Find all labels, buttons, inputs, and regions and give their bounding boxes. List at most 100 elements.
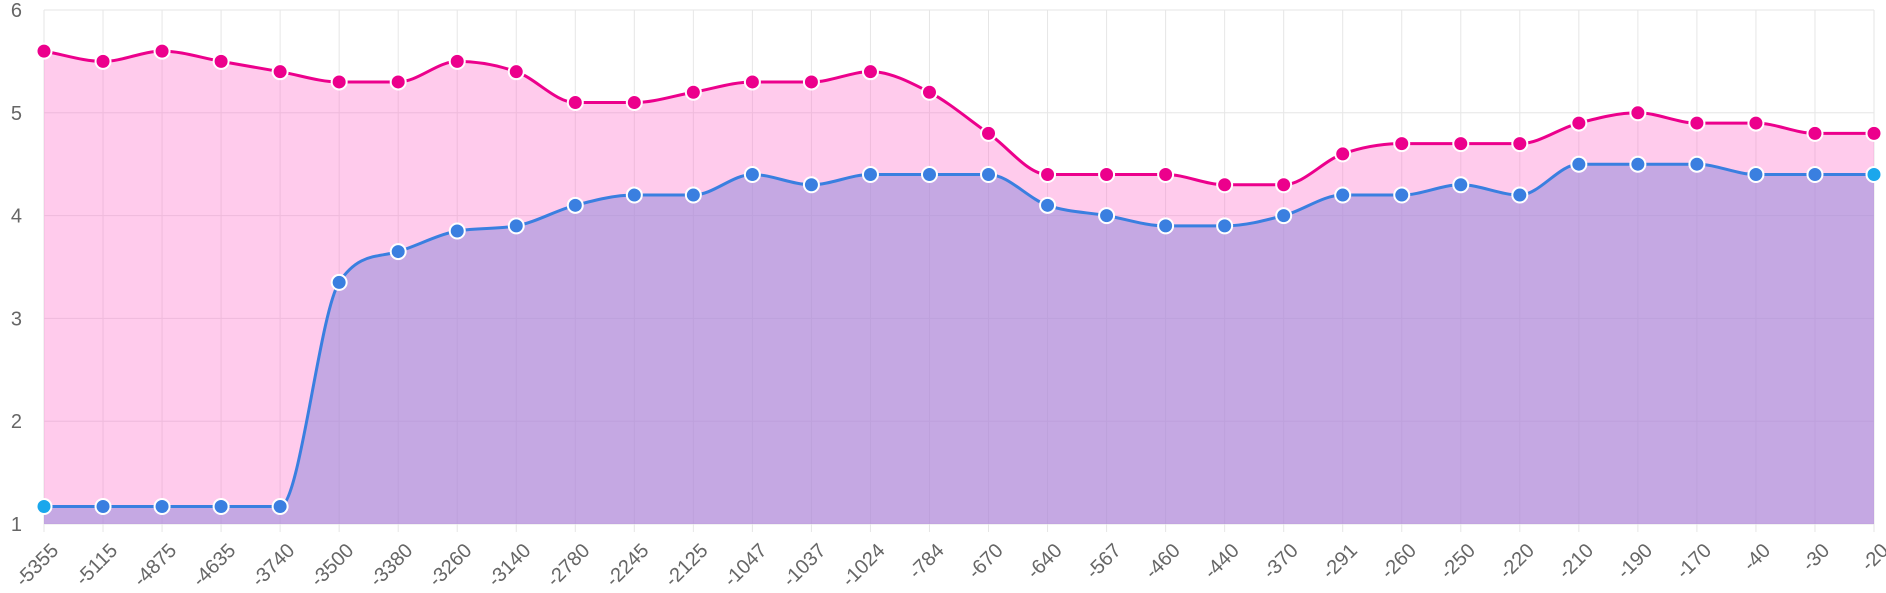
series-2-point (1570, 155, 1588, 173)
series-1-point (1747, 114, 1765, 132)
series-1-point (1275, 176, 1293, 194)
series-2-point (1216, 217, 1234, 235)
series-2-point (802, 176, 820, 194)
series-1-point (1806, 124, 1824, 142)
x-tick-label: -3380 (366, 540, 418, 592)
series-1-point (448, 52, 466, 70)
x-tick-label: -1047 (720, 540, 772, 592)
x-tick-label: -567 (1082, 540, 1126, 584)
series-2-point (1688, 155, 1706, 173)
x-tick-label: -291 (1318, 540, 1362, 584)
y-tick-label: 2 (11, 411, 22, 433)
series-2-point (861, 165, 879, 183)
x-tick-label: -370 (1259, 540, 1303, 584)
y-tick-label: 1 (11, 514, 22, 536)
series-2-point (271, 498, 289, 516)
series-2-point (1039, 196, 1057, 214)
series-2-point (153, 498, 171, 516)
series-1-point (1393, 135, 1411, 153)
series-2-point (1275, 207, 1293, 225)
series-1-point (861, 63, 879, 81)
x-tick-label: -2780 (543, 540, 595, 592)
series-1-point (802, 73, 820, 91)
series-1-point (1688, 114, 1706, 132)
y-tick-label: 5 (11, 103, 22, 125)
x-tick-label: -640 (1023, 540, 1067, 584)
series-1-point (625, 94, 643, 112)
series-2-point (212, 498, 230, 516)
series-2-point (566, 196, 584, 214)
x-tick-label: -2245 (602, 540, 654, 592)
y-tick-label: 4 (11, 206, 22, 228)
x-tick-label: -3500 (307, 540, 359, 592)
series-1-point (212, 52, 230, 70)
series-2-point (1629, 155, 1647, 173)
x-tick-label: -1037 (779, 540, 831, 592)
series-2-point (507, 217, 525, 235)
series-2-point (1452, 176, 1470, 194)
series-1-point (980, 124, 998, 142)
y-tick-label: 3 (11, 308, 22, 330)
series-2-point (625, 186, 643, 204)
x-tick-label: -5115 (72, 540, 123, 591)
series-1-point (35, 42, 53, 60)
x-tick-label: -784 (905, 540, 949, 584)
x-axis-ticks: -5355 -5115 -4875 -4635 -3740 -3500 -3380 -3260… (11, 540, 1886, 592)
series-2-point (1806, 165, 1824, 183)
x-tick-label: -3740 (248, 540, 300, 592)
series-2-point (389, 243, 407, 261)
series-2-point (1865, 165, 1883, 183)
series-2-point (1157, 217, 1175, 235)
x-tick-label: -1024 (838, 540, 890, 592)
series-1-point (1511, 135, 1529, 153)
y-tick-label: 6 (11, 0, 22, 22)
x-tick-label: -170 (1672, 540, 1716, 584)
series-2-point (743, 165, 761, 183)
x-tick-label: -4635 (189, 540, 241, 592)
x-tick-label: -20 (1857, 540, 1886, 576)
series-1-point (507, 63, 525, 81)
series-1-point (153, 42, 171, 60)
series-points (35, 42, 1883, 516)
x-tick-label: -250 (1436, 540, 1480, 584)
series-1-point (743, 73, 761, 91)
x-tick-label: -460 (1141, 540, 1185, 584)
series-1-point (330, 73, 348, 91)
series-areas (44, 51, 1874, 525)
series-2-point (35, 498, 53, 516)
series-1-point (1570, 114, 1588, 132)
x-tick-label: -4875 (129, 540, 181, 592)
series-2-point (684, 186, 702, 204)
x-tick-label: -210 (1554, 540, 1598, 584)
x-tick-label: -3140 (484, 540, 536, 592)
x-tick-label: -3260 (425, 540, 477, 592)
series-2-point (980, 165, 998, 183)
x-tick-label: -5355 (11, 540, 63, 592)
series-1-point (1216, 176, 1234, 194)
series-2-point (1393, 186, 1411, 204)
x-tick-label: -220 (1495, 540, 1539, 584)
series-1-point (94, 52, 112, 70)
series-2-point (1747, 165, 1765, 183)
series-1-point (1098, 165, 1116, 183)
series-2-point (448, 222, 466, 240)
series-2-point (1098, 207, 1116, 225)
series-2-point (1334, 186, 1352, 204)
x-tick-label: -440 (1200, 540, 1244, 584)
series-2-point (330, 273, 348, 291)
series-1-line (43, 49, 1874, 187)
series-1-point (1157, 165, 1175, 183)
x-tick-label: -670 (964, 540, 1008, 584)
series-1-point (684, 83, 702, 101)
x-tick-label: -30 (1798, 540, 1834, 576)
series-1-point (1865, 124, 1883, 142)
series-1-point (271, 63, 289, 81)
series-2-area (44, 164, 1874, 524)
series-1-point (1629, 104, 1647, 122)
x-tick-label: -190 (1613, 540, 1657, 584)
series-1-point (1334, 145, 1352, 163)
series-1-point (389, 73, 407, 91)
series-1-point (1452, 135, 1470, 153)
series-1-point (920, 83, 938, 101)
